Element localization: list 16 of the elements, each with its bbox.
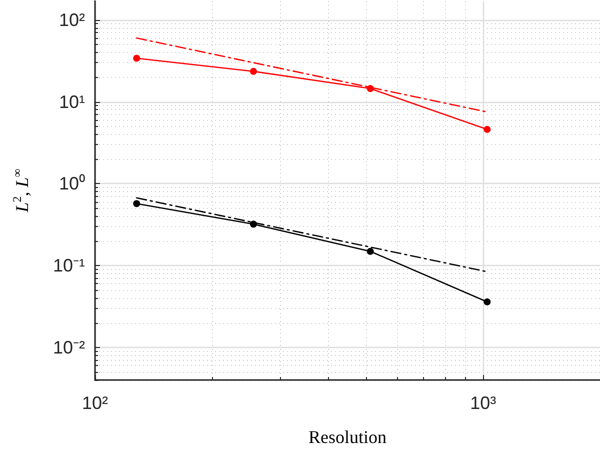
point <box>366 248 374 255</box>
x-axis-title: Resolution <box>308 427 387 447</box>
point <box>250 68 257 75</box>
y-tick-label: 10⁻¹ <box>52 256 86 276</box>
point <box>250 220 257 228</box>
point <box>484 126 491 133</box>
point <box>133 54 140 62</box>
x-tick-label: 10³ <box>470 393 496 413</box>
point <box>133 200 140 208</box>
point <box>484 298 491 306</box>
y-tick-label: 10² <box>58 10 86 30</box>
y-tick-label: 10⁰ <box>58 174 85 194</box>
y-tick-label: 10¹ <box>58 92 86 112</box>
y-axis-title: L2, L∞ <box>10 168 32 214</box>
point <box>366 85 374 92</box>
y-tick-label: 10⁻² <box>52 337 86 358</box>
